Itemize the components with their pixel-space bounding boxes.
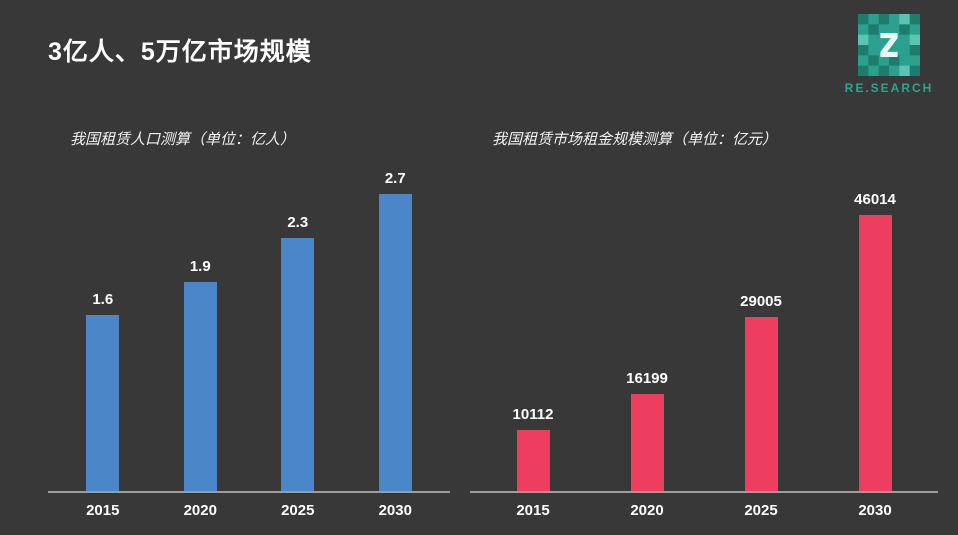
bar	[281, 238, 315, 491]
bar-group: 29005	[719, 293, 803, 491]
bar	[183, 282, 217, 491]
bar-value-label: 16199	[626, 370, 668, 387]
category-label: 2025	[281, 502, 315, 519]
chart-title: 我国租赁人口测算（单位：亿人）	[70, 131, 296, 148]
category-label: 2015	[516, 502, 550, 519]
bar	[858, 215, 892, 491]
bar-value-label: 1.6	[92, 291, 114, 308]
bar-group: 10112	[491, 406, 575, 491]
category-axis: 2015 2020 2025 2030	[470, 502, 938, 519]
bar-group: 16199	[605, 370, 689, 491]
bar-value-label: 46014	[854, 191, 896, 208]
category-label: 2030	[378, 502, 412, 519]
category-label: 2020	[630, 502, 664, 519]
bar	[744, 317, 778, 491]
bar	[86, 315, 120, 491]
bar-group: 2.7	[353, 170, 437, 491]
bar-group: 46014	[833, 191, 917, 491]
logo: RE.SEARCH	[844, 14, 934, 95]
bar	[516, 430, 550, 491]
category-label: 2020	[183, 502, 217, 519]
page-title: 3亿人、5万亿市场规模	[48, 38, 312, 66]
bar-value-label: 10112	[512, 406, 554, 423]
plot-area: 10112 16199 29005 46014	[470, 163, 938, 493]
category-label: 2015	[86, 502, 120, 519]
bar	[378, 194, 412, 491]
chart-title: 我国租赁市场租金规模测算（单位：亿元）	[492, 131, 778, 148]
bar-value-label: 2.7	[384, 170, 406, 187]
bar-value-label: 29005	[740, 293, 782, 310]
rental-market-size-chart: 我国租赁市场租金规模测算（单位：亿元） 10112 16199 29005 46014…	[470, 128, 938, 519]
category-axis: 2015 2020 2025 2030	[48, 502, 450, 519]
bar-group: 2.3	[256, 214, 340, 491]
bar-group: 1.6	[61, 291, 145, 491]
category-label: 2025	[744, 502, 778, 519]
bar-value-label: 2.3	[287, 214, 309, 231]
rental-population-chart: 我国租赁人口测算（单位：亿人） 1.6 1.9 2.3 2.7 2015 2020 202…	[48, 128, 450, 519]
brand-text: RE.SEARCH	[844, 81, 934, 95]
plot-area: 1.6 1.9 2.3 2.7	[48, 163, 450, 493]
bar-group: 1.9	[158, 258, 242, 491]
bar-value-label: 1.9	[189, 258, 211, 275]
bar	[630, 394, 664, 491]
research-logo-icon	[858, 14, 920, 76]
category-label: 2030	[858, 502, 892, 519]
